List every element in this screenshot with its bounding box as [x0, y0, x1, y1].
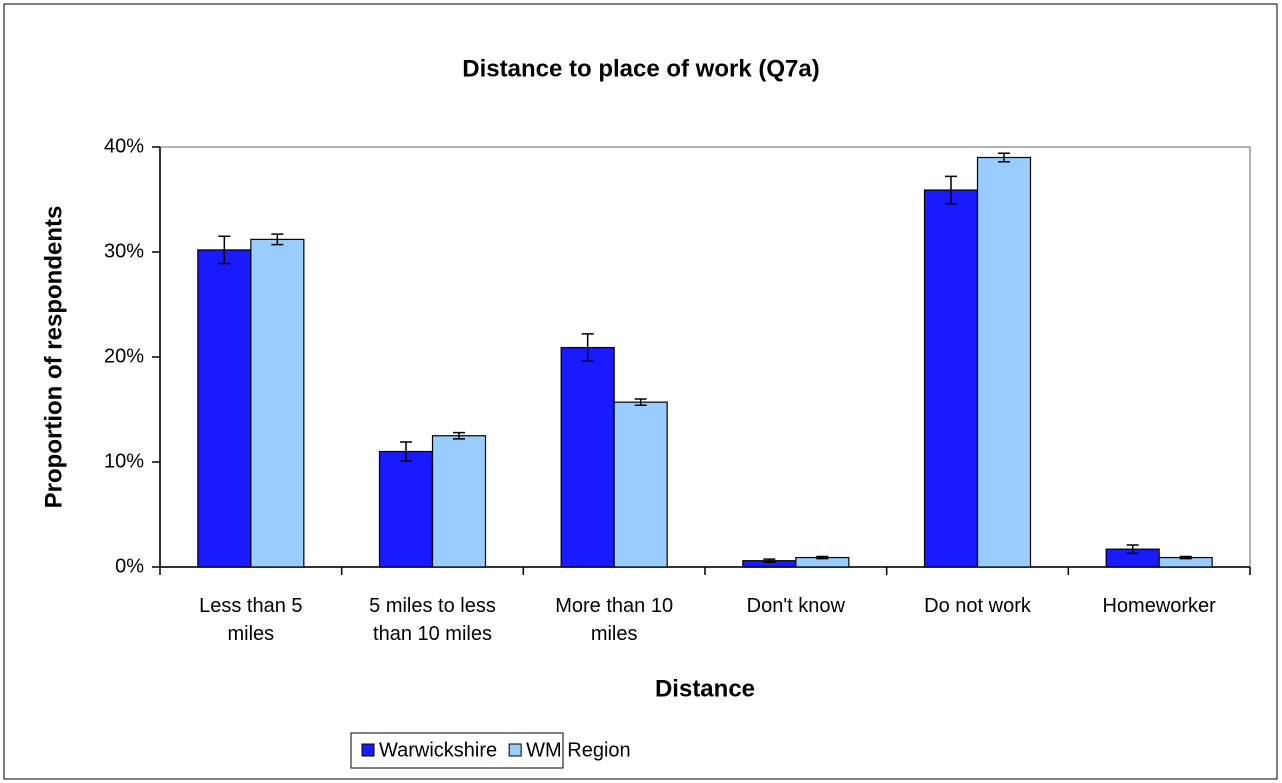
error-bar — [400, 441, 412, 462]
bar — [250, 238, 305, 568]
bar — [431, 435, 487, 568]
y-tick-label: 0% — [115, 555, 144, 577]
bar — [613, 401, 668, 568]
x-tick-label: Don't know — [746, 595, 845, 617]
legend-swatch — [361, 743, 375, 757]
x-tick-label: Homeworker — [1102, 595, 1216, 617]
chart-frame — [3, 3, 1278, 780]
x-tick-label: Less than 5 miles — [199, 595, 303, 645]
error-bar — [453, 431, 465, 440]
error-bar — [218, 235, 231, 265]
legend-swatch — [508, 743, 522, 757]
bar — [197, 249, 252, 568]
x-tick-label: More than 10 miles — [555, 595, 674, 645]
error-bar — [634, 398, 647, 407]
error-bar — [945, 175, 957, 205]
x-tick-label: 5 miles to less than 10 miles — [369, 595, 496, 645]
error-bar — [1126, 544, 1139, 555]
y-tick-label: 40% — [104, 135, 144, 157]
bar — [378, 450, 434, 568]
error-bar — [998, 152, 1010, 163]
error-bar — [816, 555, 829, 560]
error-bar — [1179, 555, 1192, 560]
bar — [560, 346, 615, 568]
legend-label: Warwickshire — [379, 739, 497, 761]
error-bar — [271, 233, 284, 246]
y-tick-label: 10% — [104, 450, 144, 472]
legend-box — [350, 732, 564, 769]
legend-label: WM Region — [526, 739, 630, 761]
bar — [976, 156, 1032, 568]
x-tick-label: Do not work — [924, 595, 1031, 617]
chart-title: Distance to place of work (Q7a) — [462, 55, 819, 82]
error-bar — [763, 558, 776, 564]
bar — [923, 189, 979, 568]
y-axis-title: Proportion of respondents — [40, 206, 67, 509]
y-tick-label: 30% — [104, 240, 144, 262]
x-axis-title: Distance — [655, 675, 755, 702]
y-tick-label: 20% — [104, 345, 144, 367]
error-bar — [581, 333, 594, 362]
